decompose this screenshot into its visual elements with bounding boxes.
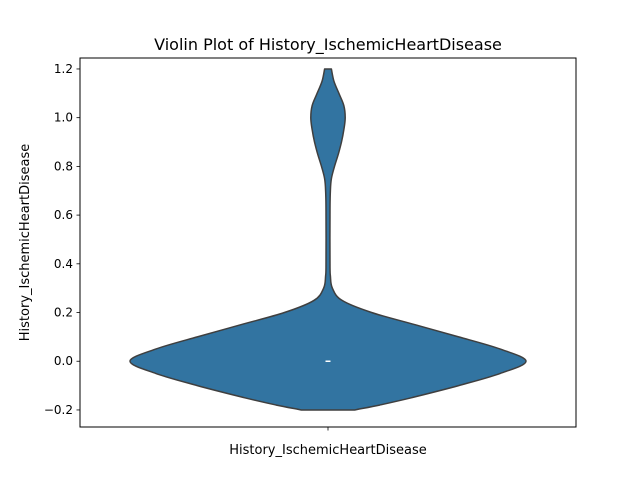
y-tick-label: 0.2 bbox=[54, 306, 73, 320]
y-tick-label: 0.6 bbox=[54, 208, 73, 222]
plot-area bbox=[129, 68, 527, 411]
y-tick-label: 0.4 bbox=[54, 257, 73, 271]
violin-body bbox=[129, 68, 527, 411]
y-tick-label: 1.0 bbox=[54, 111, 73, 125]
x-axis-label: History_IschemicHeartDisease bbox=[229, 443, 426, 458]
y-tick-label: −0.2 bbox=[44, 403, 73, 417]
y-axis-label: History_IschemicHeartDisease bbox=[18, 144, 33, 341]
y-tick-label: 0.0 bbox=[54, 354, 73, 368]
y-tick-label: 0.8 bbox=[54, 159, 73, 173]
chart-title: Violin Plot of History_IschemicHeartDise… bbox=[154, 35, 502, 55]
y-tick-label: 1.2 bbox=[54, 62, 73, 76]
y-axis-ticks: −0.2 0.0 0.2 0.4 0.6 0.8 1.0 1.2 bbox=[44, 62, 80, 417]
